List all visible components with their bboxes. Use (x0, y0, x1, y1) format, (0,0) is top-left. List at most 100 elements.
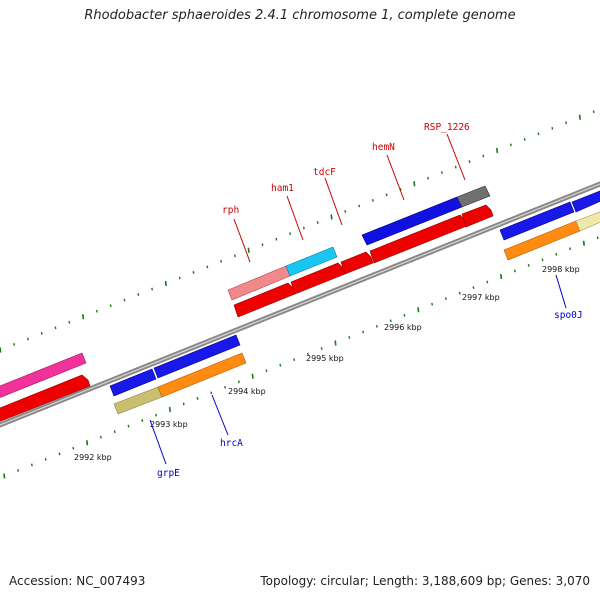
minor-tick-mark (371, 198, 374, 202)
minor-tick-mark (316, 221, 319, 224)
gene-label-RSP_1226[interactable]: RSP_1226 (424, 122, 470, 133)
tick-label-2993: 2993 kbp (150, 420, 188, 429)
lower-gene-labels: grpE hrcA spo0J (149, 274, 583, 479)
minor-tick-mark (440, 171, 443, 175)
minor-tick-mark (569, 247, 572, 251)
minor-tick-mark (30, 463, 33, 467)
minor-tick-mark (348, 336, 351, 339)
minor-tick-mark (486, 280, 489, 284)
minor-tick-mark (362, 330, 365, 334)
minor-tick-mark (113, 430, 116, 434)
major-tick-mark (334, 340, 337, 346)
gene-block-RSP_1226[interactable] (456, 185, 491, 208)
tick-label-2998: 2998 kbp (542, 265, 580, 274)
minor-tick-mark (293, 358, 296, 362)
gene-label-hrcA[interactable]: hrcA (220, 438, 243, 449)
gene-block-ham1[interactable] (285, 246, 338, 277)
minor-tick-mark (279, 363, 282, 367)
minor-tick-mark (151, 287, 154, 291)
minor-tick-mark (375, 324, 378, 328)
minor-tick-mark (344, 210, 347, 213)
minor-tick-mark (95, 309, 98, 313)
major-tick-mark (413, 181, 416, 187)
minor-tick-mark (306, 352, 309, 356)
genome-summary: Topology: circular; Length: 3,188,609 bp… (260, 574, 590, 588)
minor-tick-mark (58, 452, 61, 456)
major-tick-mark (251, 373, 254, 379)
tick-label-2997: 2997 kbp (462, 293, 500, 302)
major-tick-mark (3, 473, 6, 479)
major-tick-mark (582, 240, 585, 246)
minor-tick-mark (385, 193, 388, 197)
minor-tick-mark (454, 165, 457, 169)
gene-block-blue-right2[interactable] (571, 187, 600, 213)
minor-tick-mark (127, 424, 130, 428)
minor-tick-mark (109, 304, 112, 308)
minor-tick-mark (13, 343, 16, 346)
tick-marks-lower (3, 236, 599, 479)
minor-tick-mark (403, 313, 406, 317)
minor-tick-mark (358, 204, 361, 208)
minor-tick-mark (513, 269, 516, 273)
major-tick-mark (164, 280, 167, 287)
gene-arrow-red-5[interactable] (461, 204, 494, 228)
minor-tick-mark (472, 286, 475, 289)
gene-label-hemN[interactable]: hemN (372, 142, 395, 153)
minor-tick-mark (592, 110, 595, 114)
gene-label-spo0J[interactable]: spo0J (554, 310, 583, 321)
minor-tick-mark (275, 237, 278, 241)
minor-tick-mark (123, 298, 126, 302)
minor-tick-mark (99, 435, 102, 439)
gene-label-tdcF[interactable]: tdcF (313, 167, 336, 178)
minor-tick-mark (565, 121, 568, 125)
major-tick-mark (500, 273, 503, 280)
major-tick-mark (578, 114, 581, 120)
map-title: Rhodobacter sphaeroides 2.4.1 chromosome… (84, 8, 516, 23)
accession-label: Accession: NC_007493 (9, 574, 146, 588)
minor-tick-mark (427, 176, 430, 180)
reverse-genes-track (113, 208, 600, 415)
gene-block-hrcA-upper[interactable] (153, 334, 241, 379)
minor-tick-mark (596, 236, 599, 240)
gene-block-pink[interactable] (0, 352, 87, 400)
upper-gene-labels: rph ham1 tdcF hemN RSP_1226 (222, 122, 470, 263)
minor-tick-mark (206, 265, 209, 269)
minor-tick-mark (192, 270, 195, 274)
gene-label-ham1[interactable]: ham1 (271, 183, 294, 194)
major-tick-mark (330, 214, 333, 220)
minor-tick-mark (220, 259, 223, 263)
minor-tick-mark (178, 276, 181, 280)
gene-arrow-red-left[interactable] (0, 374, 91, 423)
minor-tick-mark (320, 347, 323, 350)
minor-tick-mark (555, 252, 558, 256)
minor-tick-mark (141, 419, 144, 422)
gene-label-grpE[interactable]: grpE (157, 468, 180, 479)
minor-tick-mark (289, 232, 292, 236)
major-tick-mark (0, 347, 2, 353)
gene-block-blue-right1[interactable] (499, 201, 575, 241)
minor-tick-mark (54, 326, 57, 330)
major-tick-mark (496, 147, 499, 154)
gene-block-grpE-upper[interactable] (109, 368, 157, 397)
minor-tick-mark (40, 331, 43, 335)
minor-tick-mark (541, 258, 544, 262)
minor-tick-mark (68, 320, 71, 324)
gene-block-right-tan[interactable] (575, 208, 600, 232)
minor-tick-mark (482, 154, 485, 158)
minor-tick-mark (44, 457, 47, 461)
minor-tick-mark (509, 143, 512, 147)
gene-block-hrcA[interactable] (157, 352, 247, 398)
minor-tick-mark (523, 137, 526, 141)
minor-tick-mark (237, 380, 240, 384)
gene-arrow-red-3[interactable] (340, 251, 374, 275)
minor-tick-mark (458, 291, 461, 295)
gene-label-rph[interactable]: rph (222, 205, 239, 216)
minor-tick-mark (224, 385, 227, 389)
minor-tick-mark (137, 293, 140, 296)
minor-tick-mark (196, 396, 199, 400)
minor-tick-mark (302, 226, 305, 230)
major-tick-mark (82, 314, 85, 320)
minor-tick-mark (72, 446, 75, 450)
